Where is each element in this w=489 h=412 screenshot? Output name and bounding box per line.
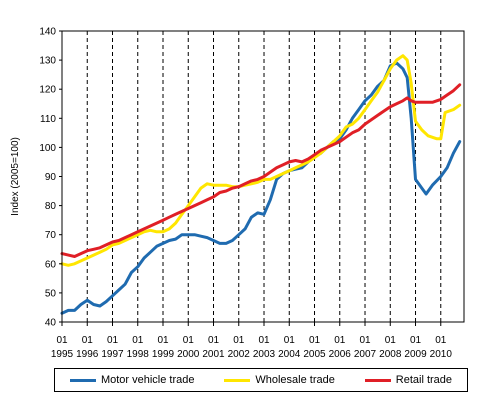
x-tick-year-label: 1996: [76, 349, 99, 360]
x-tick-month-label: 01: [132, 335, 144, 346]
y-axis: 40 50 60 70 80 90 100 110 120 130 140: [39, 27, 62, 329]
x-tick-month-label: 01: [410, 335, 422, 346]
legend-label-wholesale-trade: Wholesale trade: [255, 374, 335, 386]
x-tick-month-label: 01: [284, 335, 296, 346]
legend-item-retail-trade: Retail trade: [364, 374, 453, 386]
x-tick-year-label: 1997: [101, 349, 124, 360]
x-tick-month-label: 01: [385, 335, 397, 346]
x-tick-year-label: 1995: [51, 349, 74, 360]
y-tick-label: 90: [45, 172, 57, 183]
series-lines: [60, 54, 462, 315]
y-tick-label: 40: [45, 318, 57, 329]
x-tick-month-label: 01: [359, 335, 371, 346]
y-axis-label: Index (2005=100): [10, 137, 21, 216]
x-tick-month-label: 01: [82, 335, 94, 346]
y-tick-label: 70: [45, 230, 57, 241]
legend-item-wholesale-trade: Wholesale trade: [224, 374, 335, 386]
series-line-retail-trade: [60, 83, 462, 258]
x-tick-year-label: 1999: [152, 349, 175, 360]
legend: Motor vehicle trade Wholesale trade Reta…: [54, 368, 468, 392]
y-tick-label: 60: [45, 259, 57, 270]
legend-swatch-wholesale-trade: [224, 378, 251, 382]
legend-label-retail-trade: Retail trade: [395, 374, 453, 386]
series-line-motor-vehicle-trade: [60, 61, 462, 315]
y-tick-label: 140: [39, 27, 56, 38]
series-line-wholesale-trade: [60, 54, 462, 267]
x-tick-year-label: 2000: [177, 349, 200, 360]
y-tick-label: 130: [39, 56, 56, 67]
x-tick-year-label: 2009: [404, 349, 427, 360]
x-tick-month-label: 01: [334, 335, 346, 346]
x-tick-year-label: 2005: [303, 349, 326, 360]
y-tick-label: 50: [45, 288, 57, 299]
x-tick-year-label: 2004: [278, 349, 301, 360]
y-tick-label: 80: [45, 201, 57, 212]
x-tick-month-label: 01: [107, 335, 119, 346]
legend-swatch-motor-vehicle-trade: [69, 378, 96, 382]
x-tick-month-label: 01: [258, 335, 270, 346]
legend-swatch-retail-trade: [364, 378, 391, 382]
x-tick-month-label: 01: [183, 335, 195, 346]
x-tick-month-label: 01: [56, 335, 68, 346]
x-tick-year-label: 2007: [354, 349, 377, 360]
y-tick-label: 110: [40, 114, 56, 125]
x-tick-year-label: 2010: [430, 349, 453, 360]
x-tick-year-label: 2003: [253, 349, 276, 360]
x-tick-month-label: 01: [157, 335, 169, 346]
y-tick-label: 120: [39, 85, 56, 96]
x-tick-month-label: 01: [208, 335, 220, 346]
x-tick-year-label: 2001: [202, 349, 225, 360]
x-tick-year-label: 2002: [228, 349, 251, 360]
x-tick-month-label: 01: [233, 335, 245, 346]
x-tick-year-label: 2008: [379, 349, 402, 360]
x-tick-month-label: 01: [309, 335, 321, 346]
y-tick-label: 100: [39, 143, 56, 154]
x-tick-year-label: 1998: [127, 349, 150, 360]
x-tick-month-label: 01: [435, 335, 447, 346]
x-tick-year-label: 2006: [329, 349, 352, 360]
legend-label-motor-vehicle-trade: Motor vehicle trade: [100, 374, 195, 386]
legend-item-motor-vehicle-trade: Motor vehicle trade: [69, 374, 195, 386]
x-axis: 01 1995 01 1996 01 1997 01 1998 01 1999 01 2000 01 20…: [51, 322, 452, 360]
